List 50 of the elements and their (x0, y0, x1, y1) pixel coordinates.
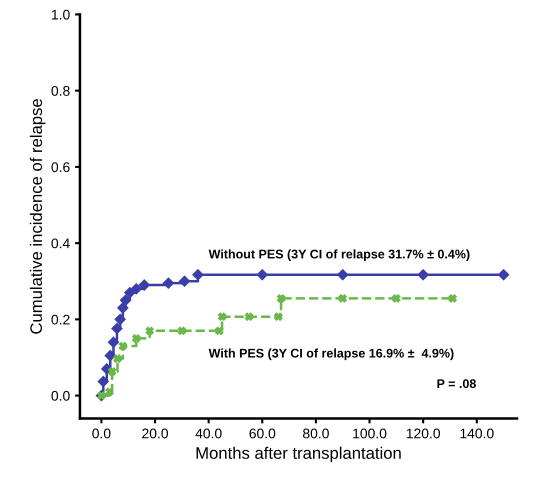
y-tick-label: 0.2 (51, 314, 70, 325)
y-tick-label: 0.6 (51, 162, 70, 172)
x-tick-label: 40.0 (195, 428, 222, 438)
point (114, 314, 126, 325)
point (178, 326, 186, 335)
point (218, 312, 226, 321)
point (118, 342, 128, 350)
x-tick-label: 20.0 (142, 428, 168, 438)
y-tick-label: 1.0 (52, 10, 70, 20)
point (244, 312, 254, 321)
point (418, 269, 429, 280)
point (274, 312, 283, 321)
point (108, 336, 120, 348)
point (146, 326, 154, 335)
point (162, 278, 174, 289)
point (104, 350, 116, 362)
point (276, 294, 286, 303)
x-tick-label: 120.0 (406, 428, 440, 438)
x-tick-label: 60.0 (249, 428, 276, 438)
point (192, 269, 204, 280)
x-axis-title: Months after transplantation (196, 446, 401, 462)
y-tick-label: 0.4 (51, 238, 70, 248)
annotation: P = .08 (437, 379, 476, 388)
series-label: With PES (3Y CI of relapse 16.9% ± 4.9%) (208, 348, 454, 360)
point (113, 354, 122, 363)
point (256, 269, 268, 280)
point (117, 302, 128, 314)
y-axis-title: Cumulative incidence of relapse (30, 99, 46, 334)
y-tick-label: 0.0 (51, 390, 70, 401)
point (338, 294, 347, 303)
point (132, 334, 140, 343)
point (120, 294, 132, 306)
point (498, 269, 510, 280)
point (178, 276, 190, 287)
point (138, 279, 150, 291)
point (108, 367, 116, 376)
point (337, 269, 348, 280)
point (448, 294, 457, 303)
point (111, 322, 123, 334)
point (215, 326, 224, 335)
x-tick-label: 140.0 (460, 428, 494, 438)
point (392, 294, 401, 303)
x-tick-label: 100.0 (353, 428, 386, 438)
series-label: Without PES (3Y CI of relapse 31.7% ± 0.4%) (208, 249, 470, 261)
x-tick-label: 0.0 (92, 428, 111, 438)
point (130, 283, 142, 294)
x-tick-label: 80.0 (303, 428, 329, 438)
point (105, 388, 114, 396)
point (98, 376, 109, 388)
y-tick-label: 0.8 (51, 86, 70, 96)
